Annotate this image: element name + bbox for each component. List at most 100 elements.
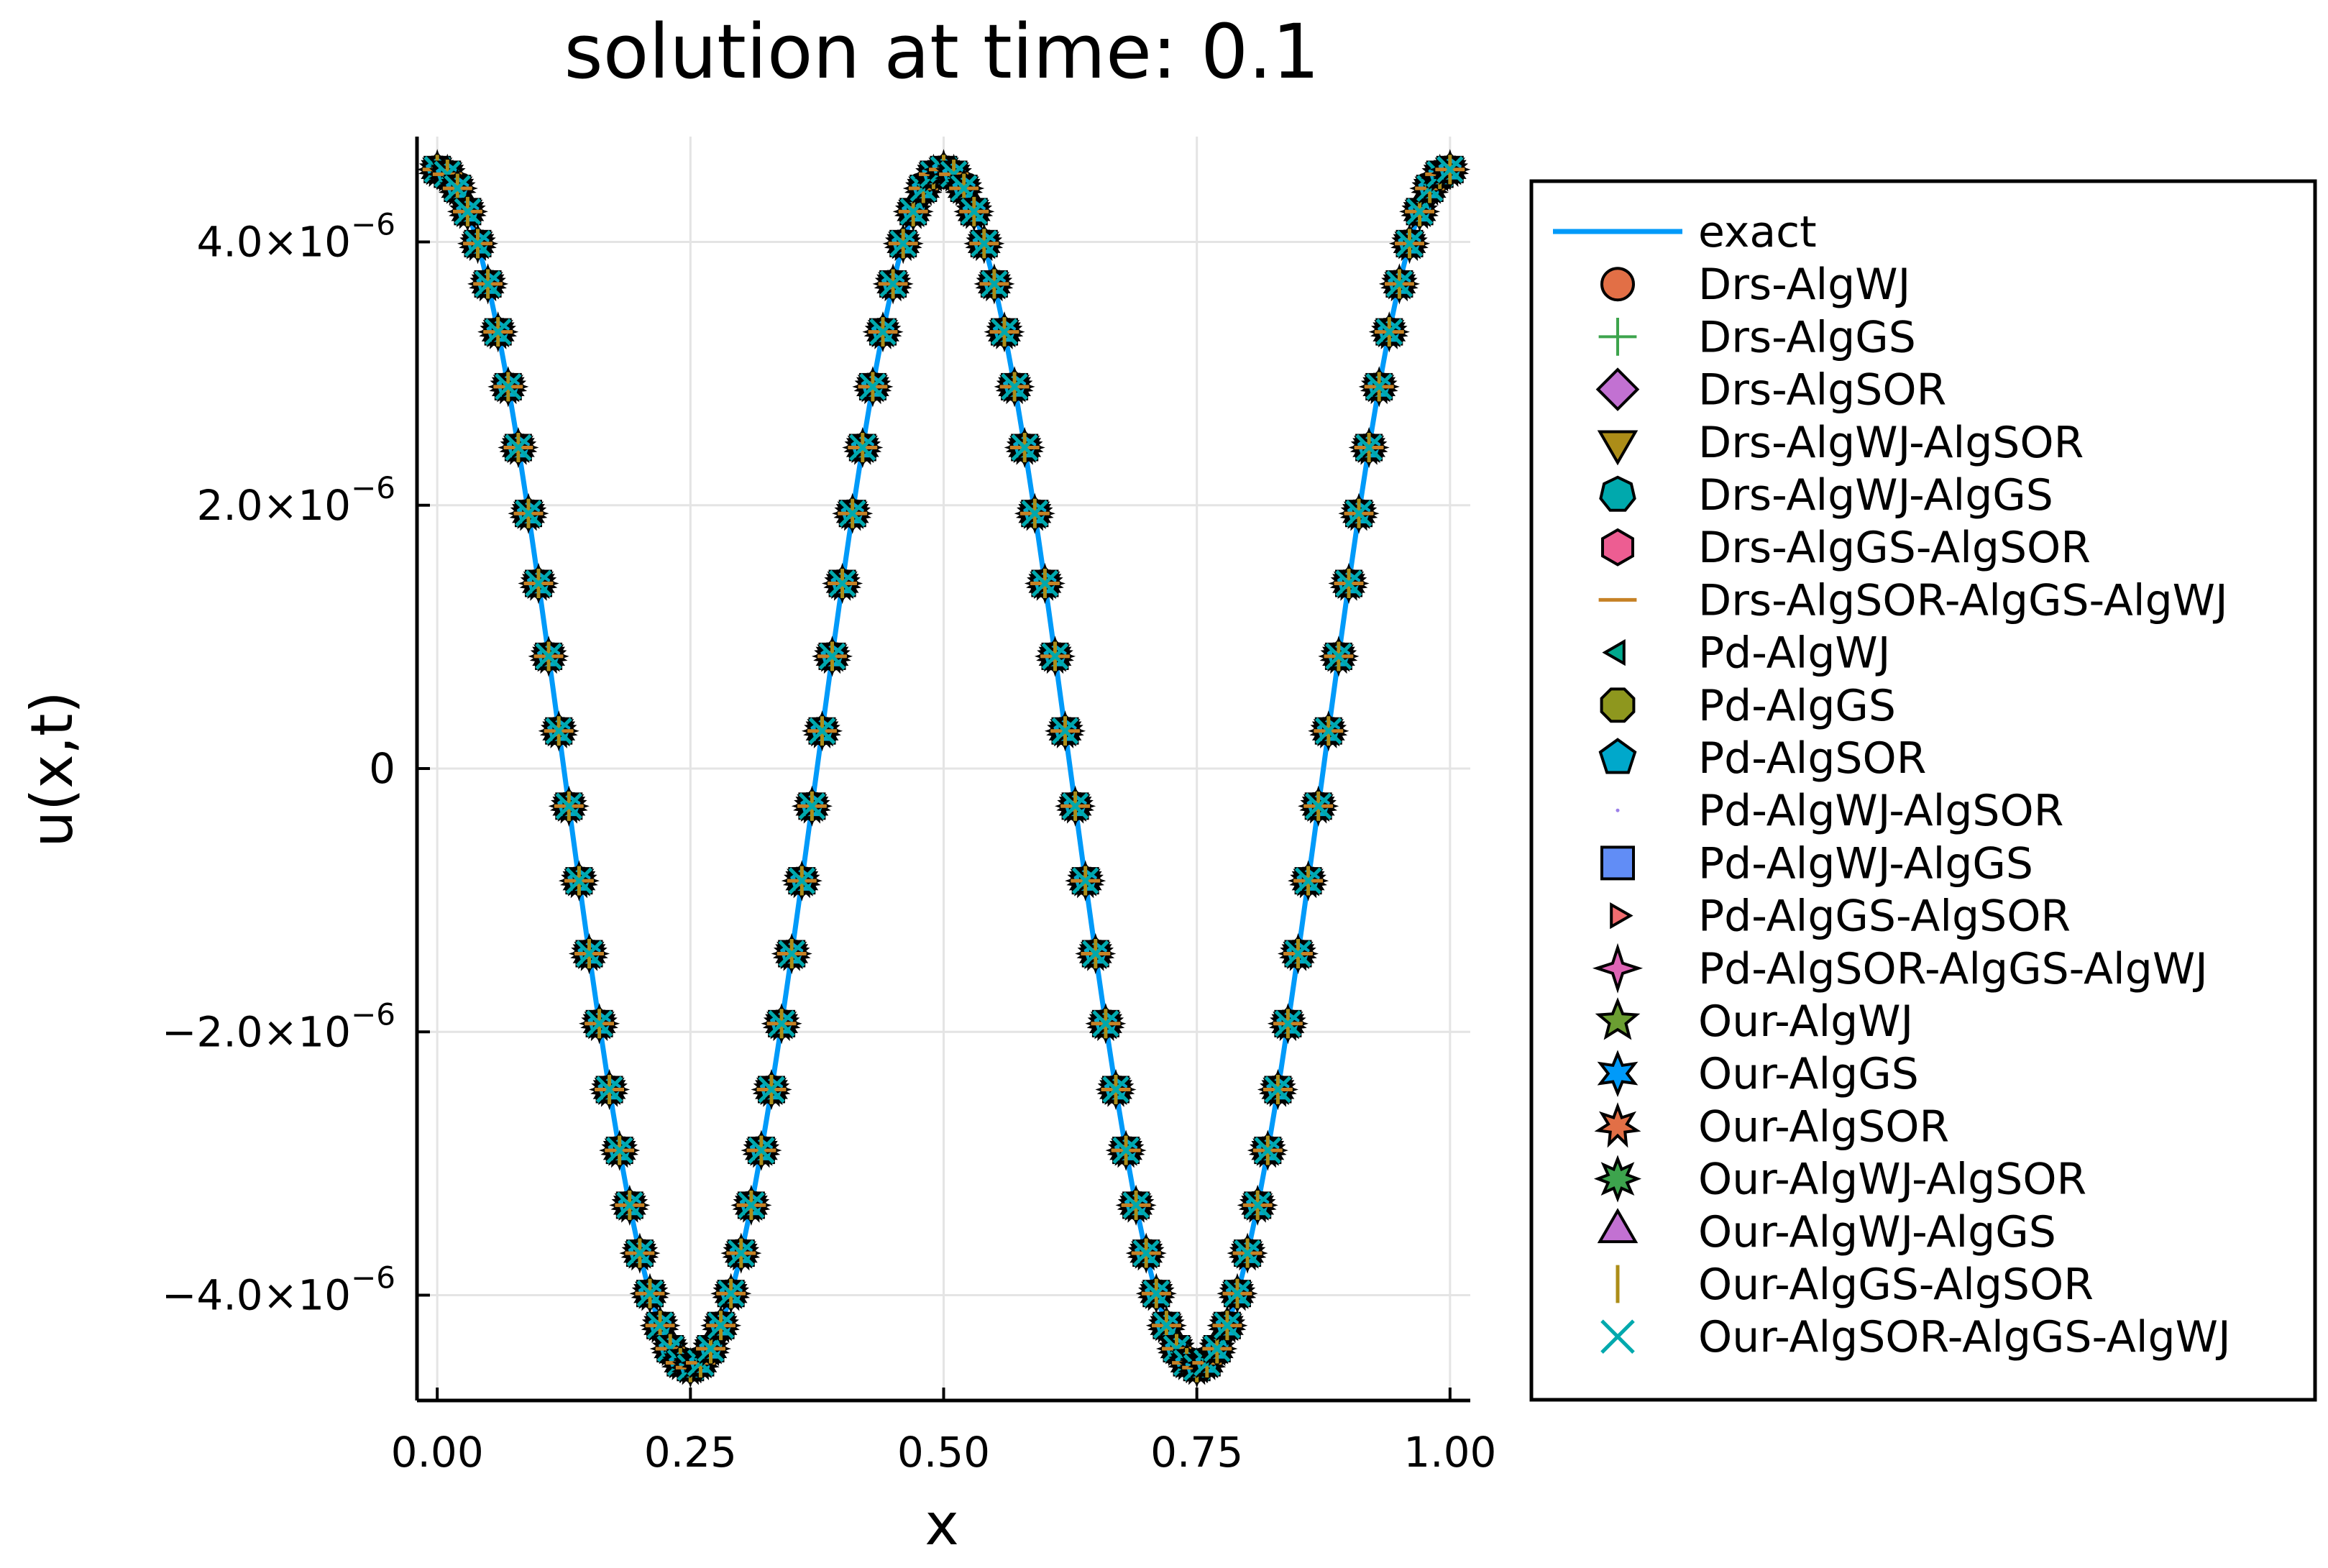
legend-marker-5 bbox=[1599, 475, 1636, 512]
y-tick-label: 4.0×10−6 bbox=[196, 207, 395, 267]
y-tick-exponent: −6 bbox=[351, 996, 395, 1032]
data-point-21 bbox=[484, 318, 512, 346]
data-point-21 bbox=[1214, 1311, 1241, 1339]
legend-label: Our-AlgGS-AlgSOR bbox=[1698, 1260, 2094, 1310]
legend-label: Pd-AlgWJ bbox=[1698, 628, 1890, 679]
data-point-21 bbox=[1011, 434, 1038, 462]
legend-label: Our-AlgWJ-AlgGS bbox=[1698, 1207, 2056, 1257]
data-point-21 bbox=[605, 1137, 633, 1164]
data-point-21 bbox=[1274, 1010, 1302, 1037]
data-point-21 bbox=[1375, 318, 1403, 346]
legend-label: Drs-AlgGS bbox=[1698, 312, 1916, 362]
data-point-21 bbox=[1071, 867, 1099, 894]
data-point-21 bbox=[778, 940, 805, 968]
legend-marker-14 bbox=[1592, 943, 1644, 994]
x-tick-label: 1.00 bbox=[1403, 1428, 1496, 1477]
data-point-21 bbox=[1031, 569, 1059, 597]
data-point-21 bbox=[575, 940, 603, 968]
data-point-21 bbox=[768, 1010, 795, 1037]
data-point-21 bbox=[707, 1311, 735, 1339]
x-tick-label: 0.75 bbox=[1150, 1428, 1243, 1477]
data-point-21 bbox=[849, 434, 876, 462]
data-point-21 bbox=[1122, 1191, 1150, 1219]
legend: exactDrs-AlgWJDrs-AlgGSDrs-AlgSORDrs-Alg… bbox=[1529, 179, 2317, 1402]
legend-label: Pd-AlgGS-AlgSOR bbox=[1698, 891, 2071, 942]
data-point-21 bbox=[1385, 270, 1413, 298]
data-point-21 bbox=[738, 1191, 765, 1219]
legend-label: Drs-AlgGS-AlgSOR bbox=[1698, 523, 2091, 573]
legend-marker-18 bbox=[1593, 1155, 1642, 1203]
data-point-21 bbox=[1041, 643, 1069, 670]
y-tick-exponent: −6 bbox=[351, 470, 395, 505]
data-point-21 bbox=[1092, 1010, 1119, 1037]
x-axis-label: x bbox=[925, 1491, 958, 1558]
marker-layer bbox=[416, 149, 1471, 1388]
data-point-21 bbox=[728, 1239, 755, 1267]
data-point-21 bbox=[1142, 1280, 1170, 1307]
legend-label: Our-AlgSOR bbox=[1698, 1101, 1949, 1152]
data-point-21 bbox=[515, 500, 542, 527]
data-point-21 bbox=[808, 717, 836, 745]
y-tick-label: −2.0×10−6 bbox=[162, 996, 395, 1056]
data-point-21 bbox=[565, 867, 593, 894]
legend-marker-10 bbox=[1598, 738, 1637, 774]
legend-marker-11 bbox=[1616, 808, 1620, 812]
legend-label: Drs-AlgSOR-AlgGS-AlgWJ bbox=[1698, 575, 2228, 625]
data-point-21 bbox=[748, 1137, 775, 1164]
data-point-21 bbox=[595, 1076, 623, 1104]
data-point-21 bbox=[1021, 500, 1049, 527]
chart-title: solution at time: 0.1 bbox=[564, 8, 1320, 96]
y-tick-mantissa: −2.0×10 bbox=[162, 1007, 351, 1056]
legend-label: Drs-AlgWJ-AlgGS bbox=[1698, 470, 2053, 521]
legend-label: Drs-AlgSOR bbox=[1698, 365, 1946, 416]
data-point-21 bbox=[545, 717, 572, 745]
data-point-21 bbox=[869, 318, 897, 346]
data-point-21 bbox=[1335, 569, 1362, 597]
data-point-21 bbox=[1132, 1239, 1160, 1267]
legend-label: Drs-AlgWJ-AlgSOR bbox=[1698, 418, 2084, 468]
y-tick-mantissa: −4.0×10 bbox=[162, 1271, 351, 1320]
legend-label: Our-AlgGS bbox=[1698, 1049, 1919, 1099]
data-point-21 bbox=[961, 198, 988, 226]
data-point-21 bbox=[1051, 717, 1079, 745]
data-point-21 bbox=[1112, 1137, 1140, 1164]
data-point-21 bbox=[585, 1010, 613, 1037]
data-point-21 bbox=[818, 643, 846, 670]
x-tick-label: 0.50 bbox=[897, 1428, 990, 1477]
data-point-21 bbox=[495, 373, 522, 400]
data-point-21 bbox=[1365, 373, 1393, 400]
legend-marker-4 bbox=[1597, 430, 1639, 466]
legend-marker-2 bbox=[1598, 317, 1637, 356]
legend-label: Pd-AlgWJ-AlgSOR bbox=[1698, 786, 2063, 836]
data-point-21 bbox=[555, 792, 583, 820]
legend-label: Our-AlgWJ-AlgSOR bbox=[1698, 1155, 2086, 1205]
y-tick-mantissa: 2.0×10 bbox=[196, 481, 351, 530]
legend-marker-17 bbox=[1594, 1102, 1641, 1148]
data-point-21 bbox=[889, 230, 917, 257]
data-point-21 bbox=[626, 1239, 654, 1267]
data-point-21 bbox=[1345, 500, 1372, 527]
data-point-21 bbox=[535, 643, 562, 670]
legend-label: Pd-AlgSOR bbox=[1698, 733, 1926, 784]
legend-label: exact bbox=[1698, 207, 1817, 257]
legend-marker-8 bbox=[1602, 638, 1626, 666]
legend-marker-6 bbox=[1601, 528, 1634, 567]
data-point-21 bbox=[859, 373, 886, 400]
legend-marker-9 bbox=[1600, 687, 1636, 723]
data-point-21 bbox=[1436, 156, 1464, 183]
data-point-21 bbox=[464, 230, 492, 257]
data-point-21 bbox=[1304, 792, 1332, 820]
data-point-21 bbox=[1234, 1239, 1261, 1267]
data-point-21 bbox=[1325, 643, 1352, 670]
data-point-21 bbox=[798, 792, 826, 820]
data-point-21 bbox=[1315, 717, 1342, 745]
tick-labels: 0.00 0.25 0.50 0.75 1.00−4.0×10−6−2.0×10−602… bbox=[162, 207, 1497, 1477]
legend-marker-1 bbox=[1600, 267, 1635, 302]
data-point-21 bbox=[838, 500, 866, 527]
data-point-21 bbox=[474, 270, 502, 298]
data-point-21 bbox=[1001, 373, 1028, 400]
y-tick-mantissa: 4.0×10 bbox=[196, 218, 351, 267]
legend-marker-16 bbox=[1597, 1050, 1639, 1097]
x-tick-label: 0.00 bbox=[391, 1428, 484, 1477]
data-point-21 bbox=[717, 1280, 745, 1307]
